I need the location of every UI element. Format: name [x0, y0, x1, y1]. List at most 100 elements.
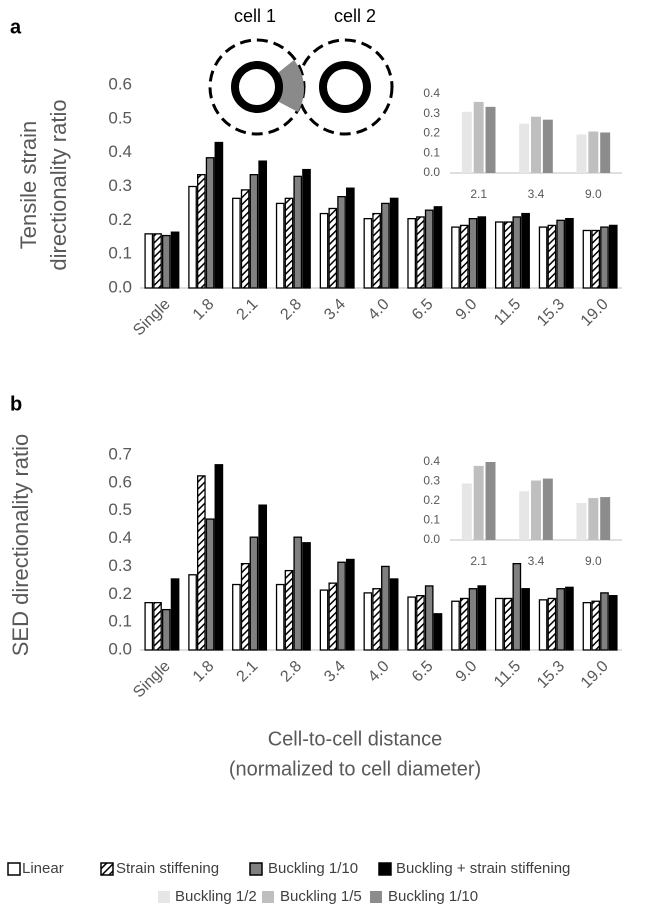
bar [258, 160, 268, 289]
bar [232, 583, 241, 651]
x-axis-label: (normalized to cell diameter) [229, 758, 481, 780]
bar [275, 583, 285, 651]
bar [576, 134, 587, 173]
bar [519, 491, 530, 540]
bar [232, 197, 241, 289]
bar [284, 197, 294, 289]
bar [565, 586, 574, 651]
bar [461, 483, 472, 540]
x-tick-label: 3.4 [528, 554, 545, 568]
bar [328, 582, 338, 651]
x-tick-label: 9.0 [453, 296, 481, 324]
legend-label: Buckling 1/10 [268, 860, 358, 877]
bar [547, 224, 557, 289]
y-tick-label: 0.6 [108, 74, 132, 93]
bar [608, 595, 618, 651]
legend-label: Linear [22, 860, 64, 877]
x-tick-label: 2.8 [277, 296, 305, 324]
bar [468, 217, 478, 289]
bar [416, 216, 425, 289]
bar [345, 558, 355, 651]
bar [591, 600, 601, 651]
bar [197, 174, 206, 289]
bar [275, 202, 285, 289]
bar [153, 233, 162, 289]
x-tick-label: 11.5 [491, 658, 524, 691]
bar [319, 212, 329, 289]
y-axis-label: directionality ratio [46, 99, 71, 270]
bar [389, 578, 399, 651]
bar [588, 131, 599, 173]
bar [542, 478, 553, 540]
bar [582, 229, 592, 289]
bar [363, 592, 373, 651]
bar [477, 216, 487, 289]
x-tick-label: 19.0 [578, 658, 612, 692]
bar [284, 569, 294, 651]
y-tick-label: 0.3 [108, 176, 132, 195]
y-tick-label: 0.6 [108, 472, 132, 491]
bar [451, 600, 460, 651]
bar [197, 475, 206, 651]
y-tick-label: 0.3 [423, 106, 440, 120]
x-tick-label: 11.5 [491, 296, 524, 329]
x-tick-label: 15.3 [534, 296, 568, 330]
y-tick-label: 0.2 [108, 210, 132, 229]
y-tick-label: 0.7 [108, 444, 132, 463]
y-axis-label: Tensile strain [16, 121, 41, 249]
bar [556, 588, 565, 651]
legend-label: Buckling 1/5 [280, 888, 362, 905]
bar [240, 562, 250, 651]
bar [302, 168, 311, 289]
bar [512, 216, 522, 289]
bar [328, 207, 338, 289]
bar [249, 174, 259, 289]
x-tick-label: 19.0 [578, 296, 612, 330]
bar [576, 502, 587, 540]
y-tick-label: 0.1 [423, 145, 440, 159]
y-tick-label: 0.3 [108, 556, 132, 575]
legend-swatch [158, 891, 170, 903]
bar [345, 187, 355, 289]
y-axis-label: SED directionality ratio [8, 434, 33, 657]
bar [542, 119, 553, 173]
bar [582, 601, 592, 651]
bar [503, 597, 513, 651]
bar [170, 231, 180, 289]
bar [293, 536, 303, 651]
bar [381, 565, 390, 651]
bar [521, 588, 530, 651]
bar [389, 197, 399, 289]
bar [531, 116, 541, 173]
x-tick-label: 9.0 [453, 658, 481, 686]
bar [600, 226, 609, 289]
x-tick-label: Single [130, 658, 174, 702]
bar [214, 464, 224, 651]
bar [433, 206, 443, 289]
x-axis-label: Cell-to-cell distance [268, 728, 443, 750]
bar [424, 209, 434, 289]
panel-label: a [10, 16, 22, 38]
bar [188, 574, 197, 651]
bar [459, 597, 469, 651]
bar [144, 233, 154, 289]
bar [302, 542, 311, 651]
y-tick-label: 0.1 [423, 513, 440, 527]
legend-label: Buckling + strain stiffening [396, 860, 570, 877]
bar [531, 480, 541, 540]
bar [477, 585, 487, 651]
x-tick-label: 9.0 [585, 187, 602, 201]
bar [205, 157, 215, 289]
x-tick-label: 2.1 [470, 554, 487, 568]
legend-swatch [370, 891, 382, 903]
x-tick-label: Single [130, 296, 174, 340]
y-tick-label: 0.1 [108, 244, 132, 263]
bar [451, 226, 460, 289]
x-tick-label: 3.4 [321, 658, 349, 686]
legend-swatch [7, 862, 21, 876]
bar [591, 229, 601, 289]
bar [547, 597, 557, 651]
bar [556, 219, 565, 289]
bar [249, 536, 259, 651]
